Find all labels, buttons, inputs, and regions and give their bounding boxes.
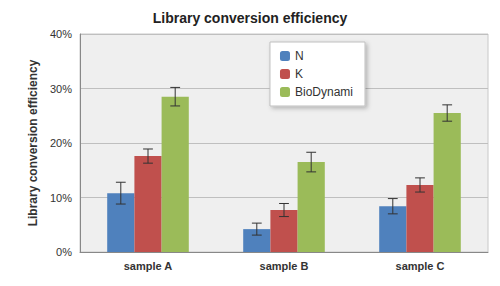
svg-text:BioDynami: BioDynami bbox=[295, 85, 353, 99]
svg-text:0%: 0% bbox=[56, 246, 72, 258]
svg-text:K: K bbox=[295, 67, 303, 81]
svg-text:40%: 40% bbox=[50, 28, 72, 40]
svg-text:sample A: sample A bbox=[124, 260, 173, 272]
svg-text:Library conversion efficiency: Library conversion efficiency bbox=[26, 59, 40, 226]
svg-text:20%: 20% bbox=[50, 137, 72, 149]
svg-text:sample C: sample C bbox=[396, 260, 445, 272]
svg-text:N: N bbox=[295, 49, 304, 63]
svg-text:10%: 10% bbox=[50, 192, 72, 204]
svg-text:sample B: sample B bbox=[260, 260, 309, 272]
svg-text:Library conversion efficiency: Library conversion efficiency bbox=[153, 10, 348, 26]
svg-text:30%: 30% bbox=[50, 83, 72, 95]
